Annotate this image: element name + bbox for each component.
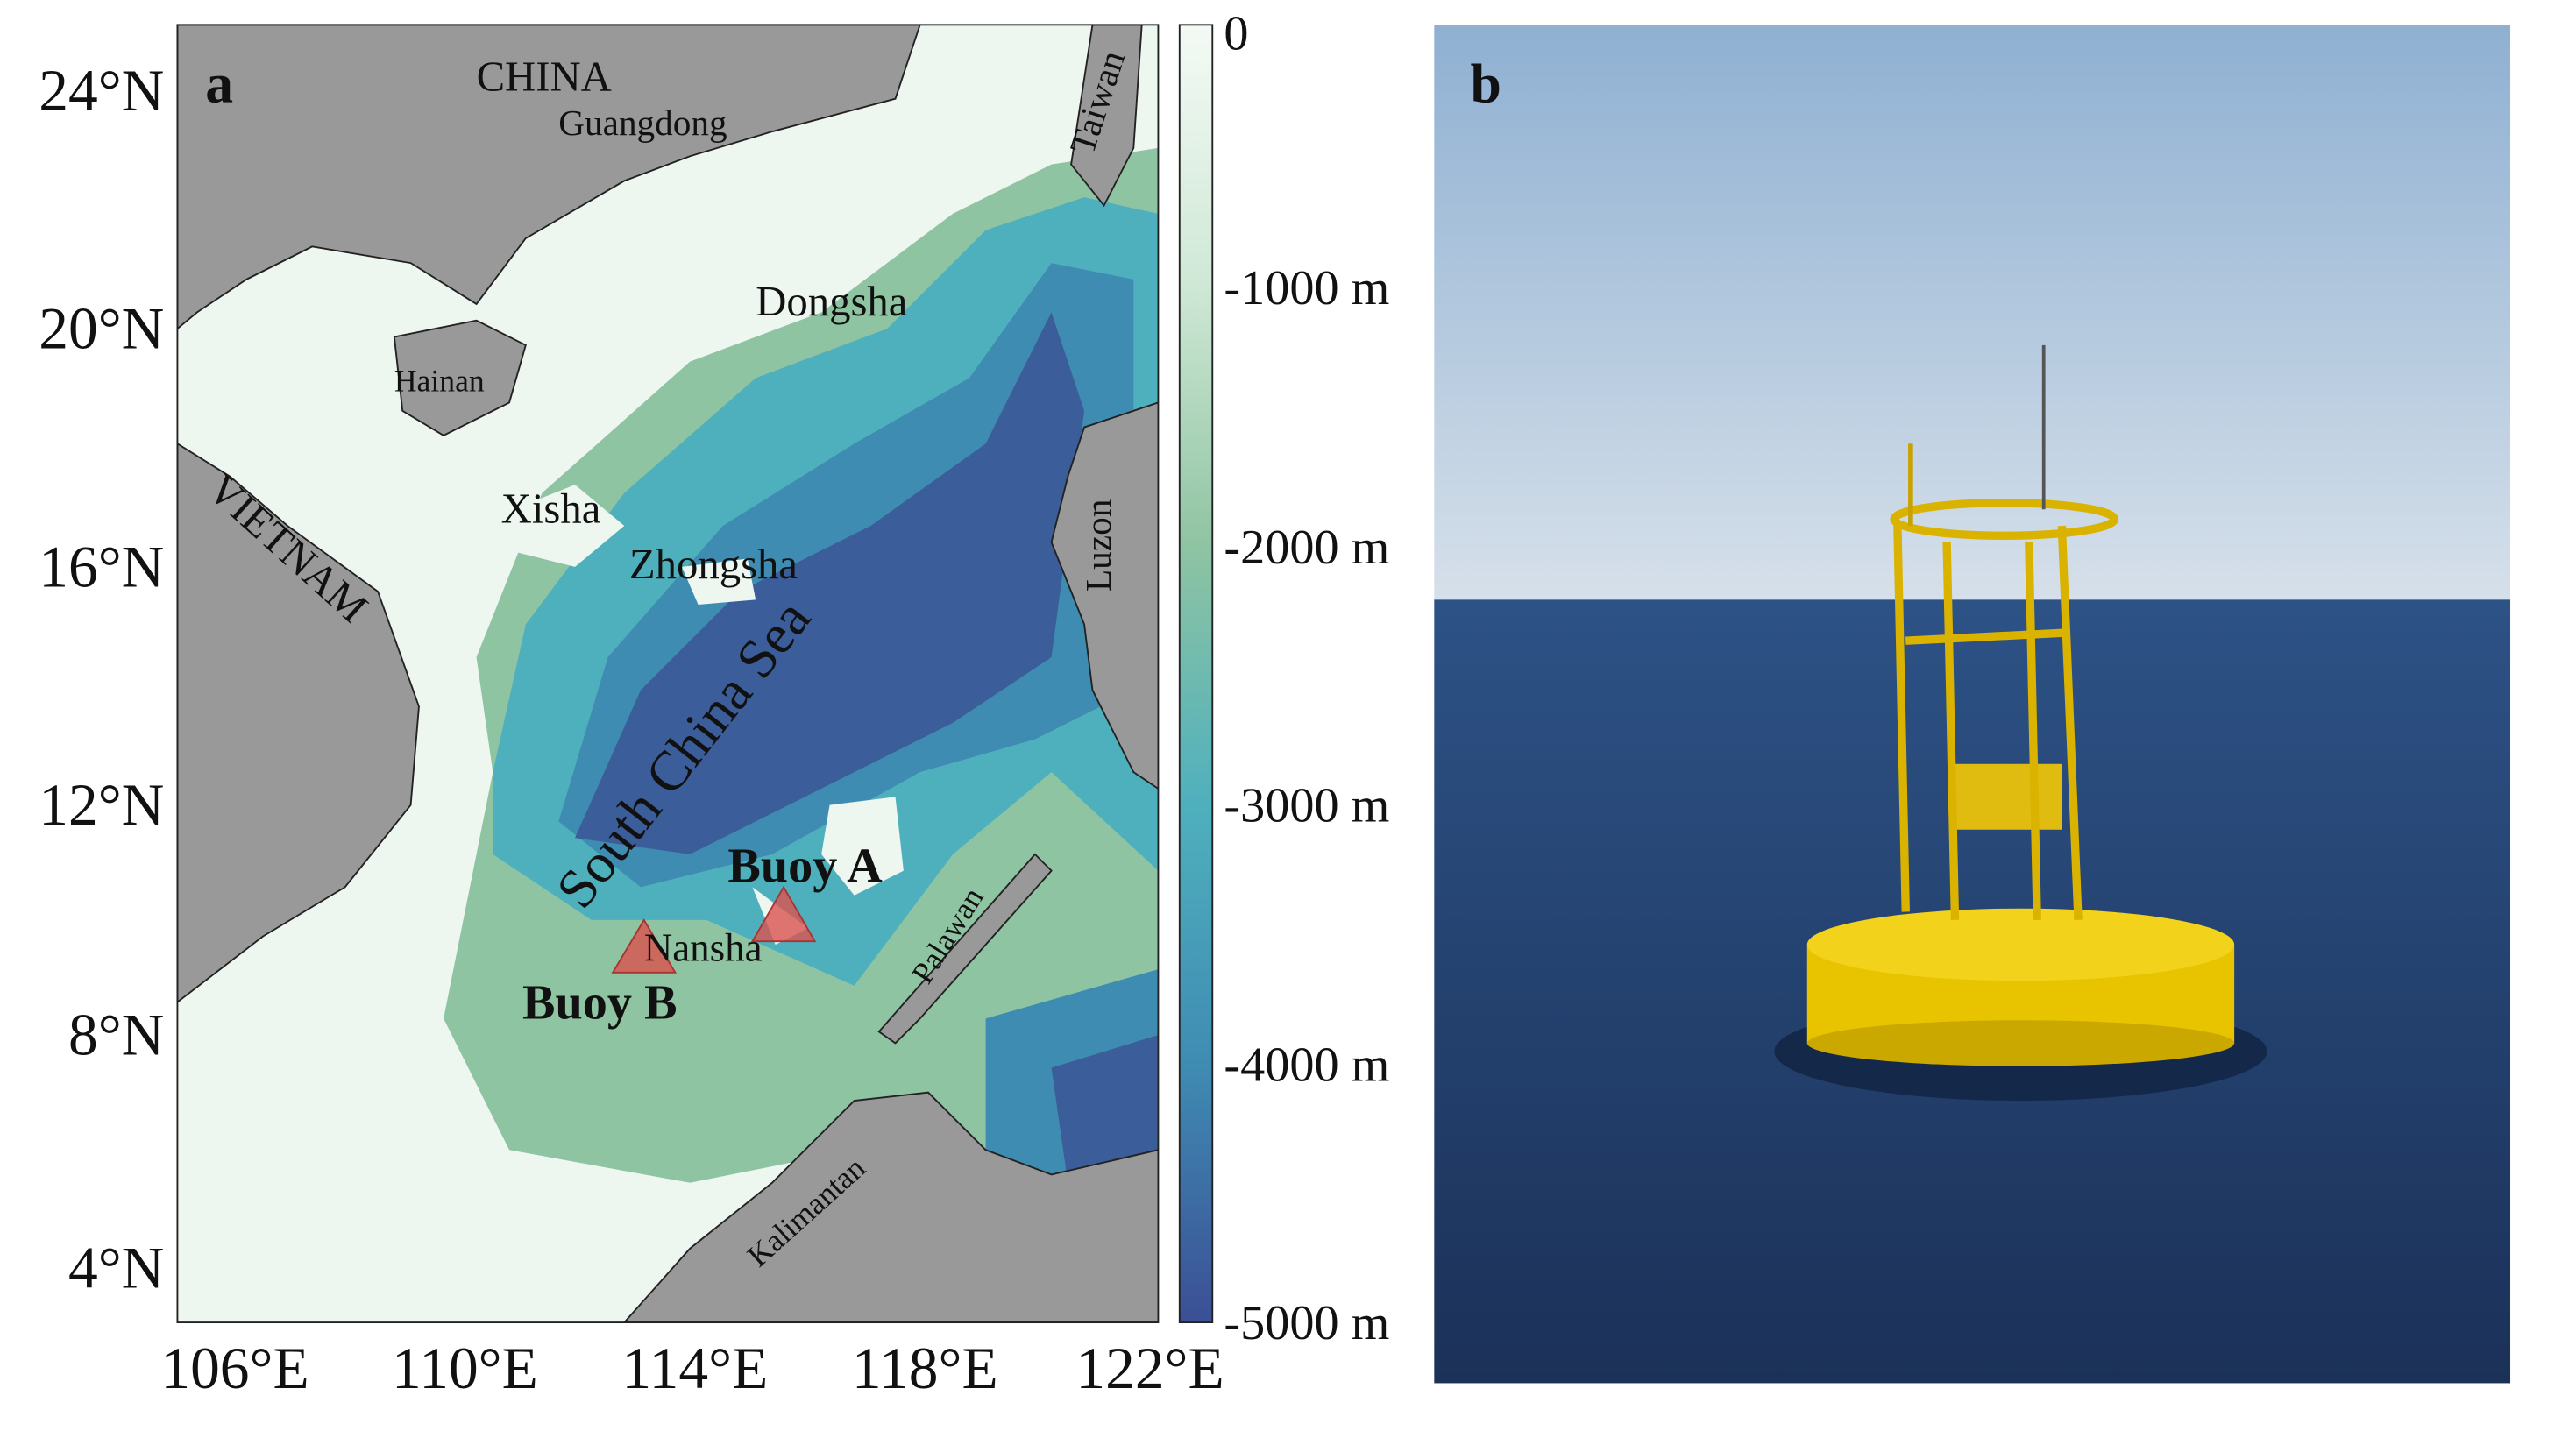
lon-ticks: 106°E 110°E 114°E 118°E 122°E	[160, 1335, 1224, 1401]
buoy-b-marker	[611, 918, 678, 974]
land-kalimantan	[623, 1091, 1159, 1323]
shoal-xisha	[493, 485, 625, 567]
place-label: Guangdong	[558, 103, 727, 143]
map-frame	[176, 24, 1160, 1324]
buoy-a-marker	[750, 885, 817, 943]
buoy-label: Buoy B	[522, 975, 678, 1030]
lat-tick: 4°N	[68, 1236, 164, 1301]
photo: b	[1434, 25, 2511, 1384]
buoy-hull-bottom	[1806, 1020, 2235, 1066]
lat-tick: 24°N	[39, 58, 164, 124]
land-palawan	[877, 853, 1053, 1045]
lon-tick: 118°E	[852, 1335, 998, 1401]
depth-5000	[575, 312, 1085, 854]
panel-label: b	[1471, 52, 1501, 114]
land-hainan	[393, 319, 527, 436]
colorbar-ticks: 0 -1000 m -2000 m -3000 m -4000 m -5000 …	[1224, 6, 1389, 1350]
buoy-deck	[1806, 908, 2235, 981]
lon-tick: 106°E	[160, 1335, 309, 1401]
place-label: Dongsha	[756, 278, 907, 325]
place-label: Nansha	[644, 926, 763, 970]
land-taiwan	[1070, 25, 1143, 208]
buoy-label: Buoy A	[727, 839, 883, 894]
colorbar-tick: -3000 m	[1224, 778, 1389, 832]
lat-ticks: 24°N 20°N 16°N 12°N 8°N 4°N	[39, 58, 164, 1301]
buoy-frame	[1890, 499, 2118, 921]
lat-tick: 8°N	[68, 1002, 164, 1068]
land-luzon	[1050, 401, 1159, 790]
colorbar-tick: -4000 m	[1224, 1038, 1389, 1093]
shoal-zhongsha	[681, 558, 756, 605]
place-label: CHINA	[477, 53, 612, 100]
place-label: Xisha	[501, 485, 601, 532]
lon-tick: 114°E	[621, 1335, 768, 1401]
land-vietnam	[177, 443, 420, 1003]
colorbar-tick: -1000 m	[1224, 261, 1389, 315]
panel-label: a	[205, 52, 233, 114]
land-china	[177, 25, 921, 330]
buoy-box	[1955, 763, 2062, 830]
place-label: Luzon	[1078, 499, 1118, 592]
sky	[1434, 25, 2511, 604]
shoal-reed	[821, 797, 904, 896]
lon-tick: 122°E	[1075, 1335, 1224, 1401]
colorbar	[1178, 24, 1214, 1324]
lat-tick: 12°N	[39, 772, 164, 838]
lat-tick: 16°N	[39, 534, 164, 599]
map	[177, 25, 1159, 1323]
place-label: Zhongsha	[629, 541, 798, 588]
lon-tick: 110°E	[392, 1335, 538, 1401]
place-label: Hainan	[394, 363, 485, 398]
colorbar-tick: -5000 m	[1224, 1296, 1389, 1350]
colorbar-tick: -2000 m	[1224, 521, 1389, 575]
colorbar-tick: 0	[1224, 6, 1248, 60]
lat-tick: 20°N	[39, 296, 164, 362]
